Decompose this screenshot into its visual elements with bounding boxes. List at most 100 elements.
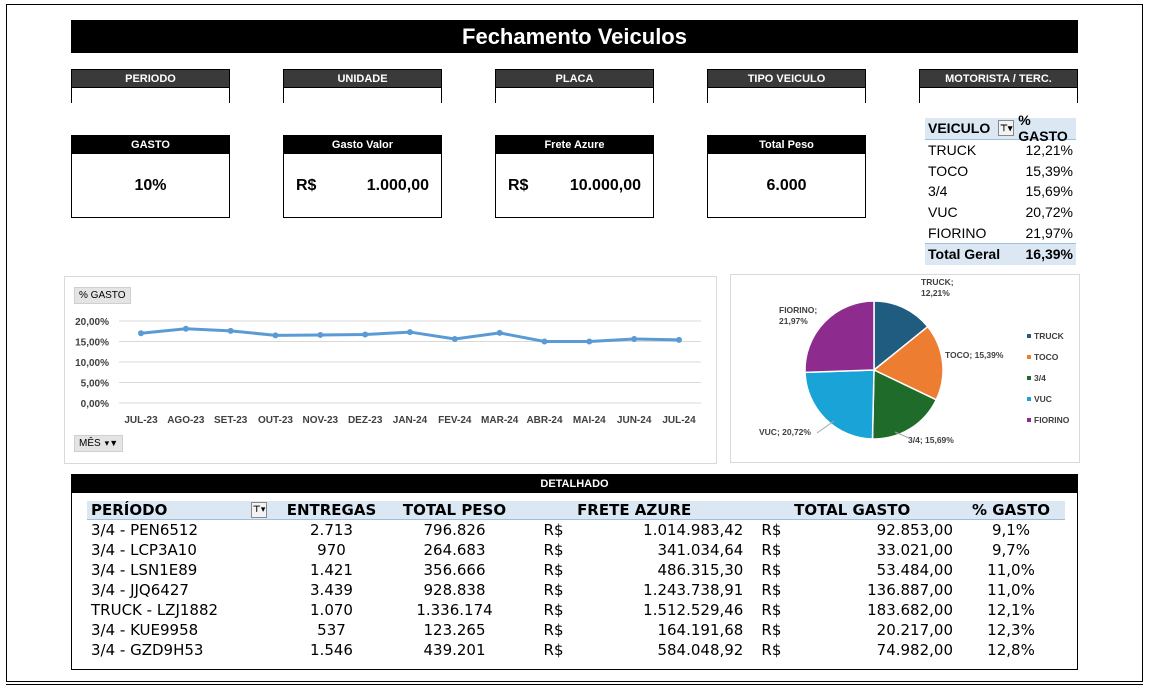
kpi-label: Gasto Valor — [284, 136, 441, 154]
col-frete-azure: FRETE AZURE — [521, 501, 748, 520]
filter-value[interactable] — [496, 88, 653, 104]
kpi-label: GASTO — [72, 136, 229, 154]
data-point — [317, 331, 324, 338]
detail-table: PERÍODO ⊤▾ ENTREGAS TOTAL PESO FRETE AZU… — [87, 501, 1065, 660]
legend-swatch — [1027, 355, 1031, 359]
cell-total-peso: 796.826 — [423, 521, 486, 539]
cell-periodo: 3/4 - LCP3A10 — [91, 541, 197, 559]
cell-total-peso: 123.265 — [423, 621, 486, 639]
pie-slice — [804, 300, 875, 374]
data-point — [541, 338, 548, 345]
pivot-row: TRUCK 12,21% — [925, 140, 1076, 161]
table-row[interactable]: 3/4 - LSN1E89 1.421 356.666 R$ 486.315,30 R$ 5… — [87, 560, 1065, 580]
pie-data-label: 12,21% — [921, 288, 950, 298]
bottom-divider — [6, 684, 1143, 685]
filter-unidade[interactable]: UNIDADE — [283, 69, 442, 104]
cell-total-peso: 1.336.174 — [416, 601, 493, 619]
cell-currency: R$ — [761, 541, 782, 559]
filter-value[interactable] — [72, 88, 229, 104]
col-periodo: PERÍODO ⊤▾ — [87, 501, 275, 520]
table-row[interactable]: 3/4 - KUE9958 537 123.265 R$ 164.191,68 R$ 20.… — [87, 620, 1065, 640]
legend-swatch — [1027, 397, 1031, 401]
line-chart-panel[interactable]: % GASTO 0,00% 5,00% 10,00% 15,00% 20,00% JUL-… — [64, 276, 717, 464]
y-tick-label: 0,00% — [81, 399, 109, 410]
col-total-gasto: TOTAL GASTO — [747, 501, 957, 520]
pie-data-label: TOCO; 15,39% — [945, 350, 1004, 360]
currency-symbol: R$ — [296, 176, 317, 194]
data-point — [586, 338, 593, 345]
pivot-row-value: 21,97% — [1025, 224, 1073, 241]
cell-entregas: 1.546 — [310, 641, 353, 659]
pivot-row: TOCO 15,39% — [925, 160, 1076, 181]
field-button-mes[interactable]: MÊS ▾▼ — [74, 435, 124, 452]
filter-label: PLACA — [496, 70, 653, 88]
filter-icon[interactable]: ⊤▾ — [998, 120, 1015, 137]
cell-periodo: 3/4 - KUE9958 — [91, 621, 199, 639]
cell-currency: R$ — [761, 601, 782, 619]
field-button-gasto[interactable]: % GASTO — [74, 287, 131, 304]
cell-currency: R$ — [761, 641, 782, 659]
table-row[interactable]: 3/4 - GZD9H53 1.546 439.201 R$ 584.048,92 R$ 7… — [87, 640, 1065, 660]
table-row[interactable]: 3/4 - JJQ6427 3.439 928.838 R$ 1.243.738,91 R… — [87, 580, 1065, 600]
pivot-row-value: 12,21% — [1025, 142, 1073, 159]
pivot-row-label: FIORINO — [928, 224, 987, 241]
col-entregas: ENTREGAS — [275, 501, 388, 520]
cell-currency: R$ — [543, 601, 564, 619]
cell-total-gasto: 20.217,00 — [876, 621, 953, 639]
y-tick-label: 5,00% — [81, 379, 109, 390]
filter-label: UNIDADE — [284, 70, 441, 88]
data-point — [631, 336, 638, 343]
cell-entregas: 970 — [317, 541, 346, 559]
col-total-peso: TOTAL PESO — [388, 501, 521, 520]
filter-value[interactable] — [708, 88, 865, 104]
table-row[interactable]: TRUCK - LZJ1882 1.070 1.336.174 R$ 1.512.529… — [87, 600, 1065, 620]
cell-currency: R$ — [761, 561, 782, 579]
detail-title: DETALHADO — [72, 475, 1077, 493]
filter-tipo-veiculo[interactable]: TIPO VEICULO — [707, 69, 866, 104]
cell-frete-azure: 341.034,64 — [657, 541, 744, 559]
x-tick-label: JUN-24 — [617, 415, 652, 426]
dashboard-frame — [6, 4, 1143, 682]
kpi-value: R$ 1.000,00 — [284, 154, 441, 217]
filter-value[interactable] — [920, 88, 1077, 104]
legend-label: 3/4 — [1034, 373, 1046, 383]
filter-periodo[interactable]: PERIODO — [71, 69, 230, 104]
pivot-row: 3/4 15,69% — [925, 181, 1076, 202]
filter-icon[interactable]: ⊤▾ — [251, 502, 267, 518]
legend-label: FIORINO — [1034, 415, 1070, 425]
cell-entregas: 3.439 — [310, 581, 353, 599]
filter-value[interactable] — [284, 88, 441, 104]
table-row[interactable]: 3/4 - PEN6512 2.713 796.826 R$ 1.014.983,42 R… — [87, 520, 1065, 541]
cell-total-gasto: 53.484,00 — [876, 561, 953, 579]
pivot-row-label: TOCO — [928, 162, 969, 179]
legend-swatch — [1027, 418, 1031, 422]
pie-slice — [804, 369, 875, 440]
cell-frete-azure: 164.191,68 — [657, 621, 744, 639]
kpi-label: Frete Azure — [496, 136, 653, 154]
kpi-amount: 10.000,00 — [569, 176, 641, 194]
filter-placa[interactable]: PLACA — [495, 69, 654, 104]
filter-motorista[interactable]: MOTORISTA / TERC. — [919, 69, 1078, 104]
legend-swatch — [1027, 376, 1031, 380]
cell-currency: R$ — [543, 561, 564, 579]
cell-currency: R$ — [543, 621, 564, 639]
pie-chart: TRUCK;12,21% TOCO; 15,39% 3/4; 15,69% VUC; … — [759, 277, 1070, 445]
pie-chart-panel[interactable]: TRUCK; 12,21% TOCO; 15,39% 3/4; 15,69% VUC; … — [730, 274, 1080, 463]
kpi-value: R$ 10.000,00 — [496, 154, 653, 217]
field-button-label: MÊS — [79, 438, 101, 449]
cell-frete-azure: 584.048,92 — [657, 641, 744, 659]
cell-periodo: TRUCK - LZJ1882 — [91, 601, 219, 619]
y-tick-label: 20,00% — [75, 317, 109, 328]
pivot-total-value: 16,39% — [1025, 246, 1073, 263]
x-tick-label: FEV-24 — [438, 415, 472, 426]
cell-currency: R$ — [543, 641, 564, 659]
data-point — [451, 336, 458, 343]
pivot-row-value: 20,72% — [1025, 204, 1073, 221]
x-tick-label: MAI-24 — [573, 415, 606, 426]
x-tick-label: JUL-24 — [662, 415, 696, 426]
cell-total-peso: 439.201 — [423, 641, 486, 659]
col-periodo-label: PERÍODO — [91, 501, 168, 519]
table-row[interactable]: 3/4 - LCP3A10 970 264.683 R$ 341.034,64 R$ 33.… — [87, 540, 1065, 560]
cell-pct-gasto: 9,7% — [991, 541, 1031, 559]
kpi-gasto: GASTO 10% — [71, 135, 230, 218]
